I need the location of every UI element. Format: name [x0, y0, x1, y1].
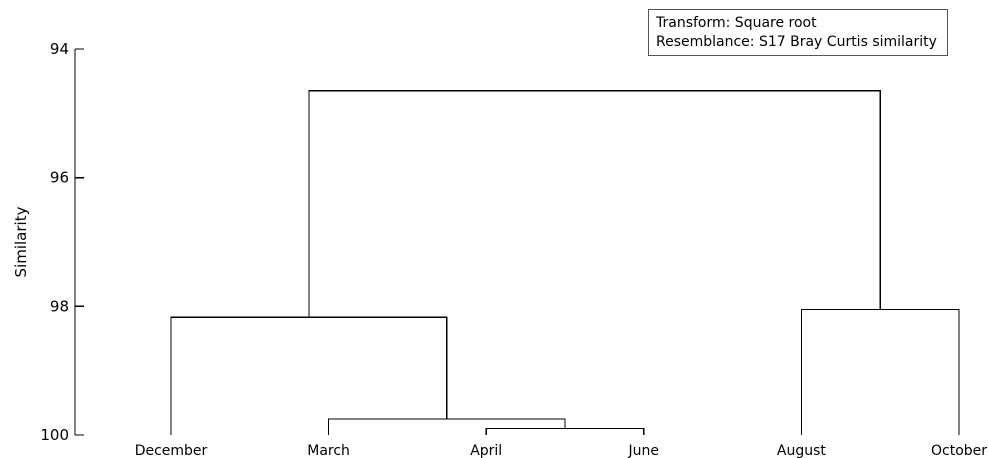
dendrogram-link — [308, 90, 881, 318]
y-axis: 94 96 98 100 — [40, 40, 84, 444]
resemblance-label: Resemblance: S17 Bray Curtis similarity — [656, 34, 937, 50]
leaf-label: December — [135, 443, 208, 458]
dendrogram-link — [328, 418, 566, 435]
dendrogram-link — [800, 308, 960, 435]
leaf-label: June — [628, 443, 660, 458]
leaf-label: April — [470, 443, 502, 458]
leaf-label: August — [777, 443, 827, 458]
y-tick-label: 94 — [50, 40, 69, 58]
annotation-box: Transform: Square root Resemblance: S17 … — [648, 9, 948, 56]
leaf-label: October — [931, 443, 987, 458]
leaf-labels: December March April June August October — [135, 443, 988, 458]
dendrogram-links — [170, 90, 960, 435]
transform-label: Transform: Square root — [656, 15, 817, 31]
y-tick-label: 100 — [40, 426, 69, 444]
y-axis-title: Similarity — [12, 206, 30, 277]
leaf-label: March — [307, 443, 350, 458]
dendrogram-link — [170, 316, 448, 435]
dendrogram-link — [485, 427, 645, 435]
y-tick-label: 98 — [50, 297, 69, 315]
y-tick-label: 96 — [50, 169, 69, 187]
